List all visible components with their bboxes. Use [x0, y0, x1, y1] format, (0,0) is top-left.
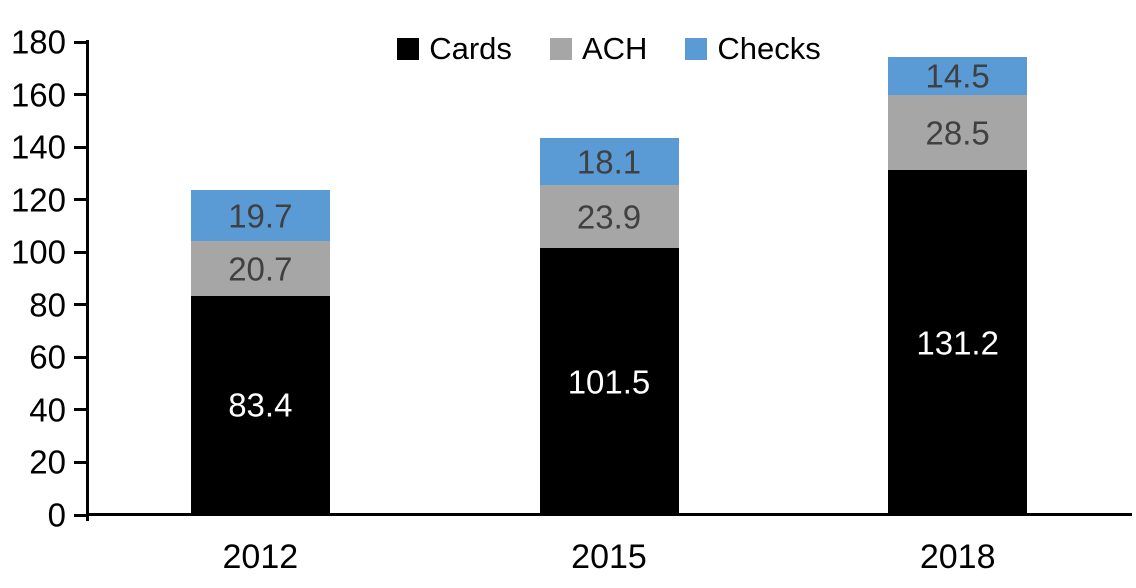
bar-segment-2018-ach [888, 95, 1028, 171]
y-tick-label-40: 40 [29, 391, 66, 429]
bar-segment-2015-checks [539, 137, 679, 186]
data-label-2012-ach: 20.7 [228, 250, 293, 288]
legend: Cards ACH Checks [86, 33, 1132, 64]
bar-segment-2012-checks [190, 189, 330, 242]
bar-segment-2012-cards [190, 295, 330, 515]
y-tick-label-60: 60 [29, 338, 66, 376]
data-label-2018-checks: 14.5 [925, 57, 990, 95]
x-category-label-2018: 2018 [919, 538, 996, 576]
y-tick-180 [74, 40, 86, 44]
legend-swatch-ach [549, 37, 572, 60]
y-tick-label-120: 120 [10, 181, 66, 219]
y-tick-label-0: 0 [47, 496, 66, 534]
y-tick-label-160: 160 [10, 76, 66, 114]
bar-segment-2015-cards [539, 248, 679, 515]
y-tick-label-180: 180 [10, 23, 66, 61]
x-category-label-2015: 2015 [571, 538, 647, 576]
x-category-label-2012: 2012 [222, 538, 299, 576]
data-label-2018-cards: 131.2 [916, 324, 999, 362]
bar-segment-2015-ach [539, 185, 679, 249]
y-tick-120 [74, 198, 86, 202]
y-tick-label-100: 100 [10, 233, 66, 271]
y-tick-label-80: 80 [29, 286, 66, 324]
data-label-2012-checks: 19.7 [228, 197, 293, 235]
data-label-2018-ach: 28.5 [925, 114, 990, 152]
y-tick-160 [74, 93, 86, 97]
data-label-2015-ach: 23.9 [576, 198, 642, 236]
y-tick-60 [74, 355, 86, 359]
y-tick-100 [74, 250, 86, 254]
data-label-2015-cards: 101.5 [567, 363, 651, 401]
bar-segment-2018-cards [888, 170, 1028, 515]
y-tick-40 [74, 408, 86, 412]
legend-label: Cards [429, 31, 512, 66]
y-axis-line [86, 40, 89, 521]
legend-swatch-checks [685, 37, 708, 60]
y-tick-80 [74, 303, 86, 307]
legend-item-checks: Checks [685, 31, 821, 66]
y-tick-label-140: 140 [10, 128, 66, 166]
data-label-2015-checks: 18.1 [576, 143, 642, 181]
y-tick-20 [74, 460, 86, 464]
legend-label: Checks [717, 31, 821, 66]
legend-item-ach: ACH [549, 31, 648, 66]
y-tick-0 [74, 513, 86, 517]
legend-swatch-cards [397, 37, 420, 60]
bar-segment-2018-checks [888, 57, 1028, 96]
data-label-2012-cards: 83.4 [228, 386, 293, 424]
bar-segment-2012-ach [190, 241, 330, 296]
legend-label: ACH [581, 31, 648, 66]
y-tick-label-20: 20 [29, 443, 66, 481]
legend-item-cards: Cards [397, 33, 512, 64]
y-tick-140 [74, 145, 86, 149]
